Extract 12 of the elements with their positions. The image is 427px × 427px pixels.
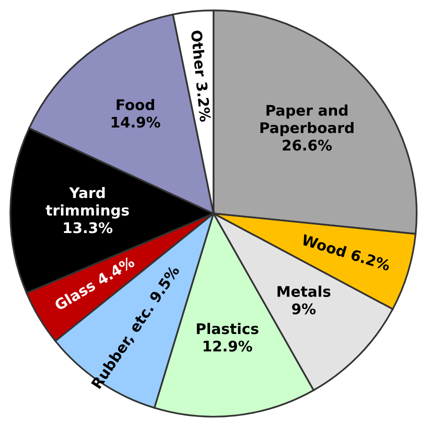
data-label: 13.3%: [64, 222, 112, 234]
slice-label: Wood 6.2%: [301, 234, 392, 271]
data-label: 26.6%: [282, 140, 332, 151]
data-label: 14.9%: [112, 116, 160, 128]
slice-label: Paper and Paperboard: [260, 104, 354, 136]
slice-label: Metals: [278, 286, 330, 297]
slice-label: Yard trimmings: [46, 186, 129, 219]
slice-label: Plastics: [196, 322, 258, 334]
slice-label: Food: [116, 98, 154, 110]
data-label: 9%: [292, 303, 316, 314]
slice-label: Other 3.2%: [190, 30, 212, 122]
data-label: 12.9%: [204, 340, 252, 352]
